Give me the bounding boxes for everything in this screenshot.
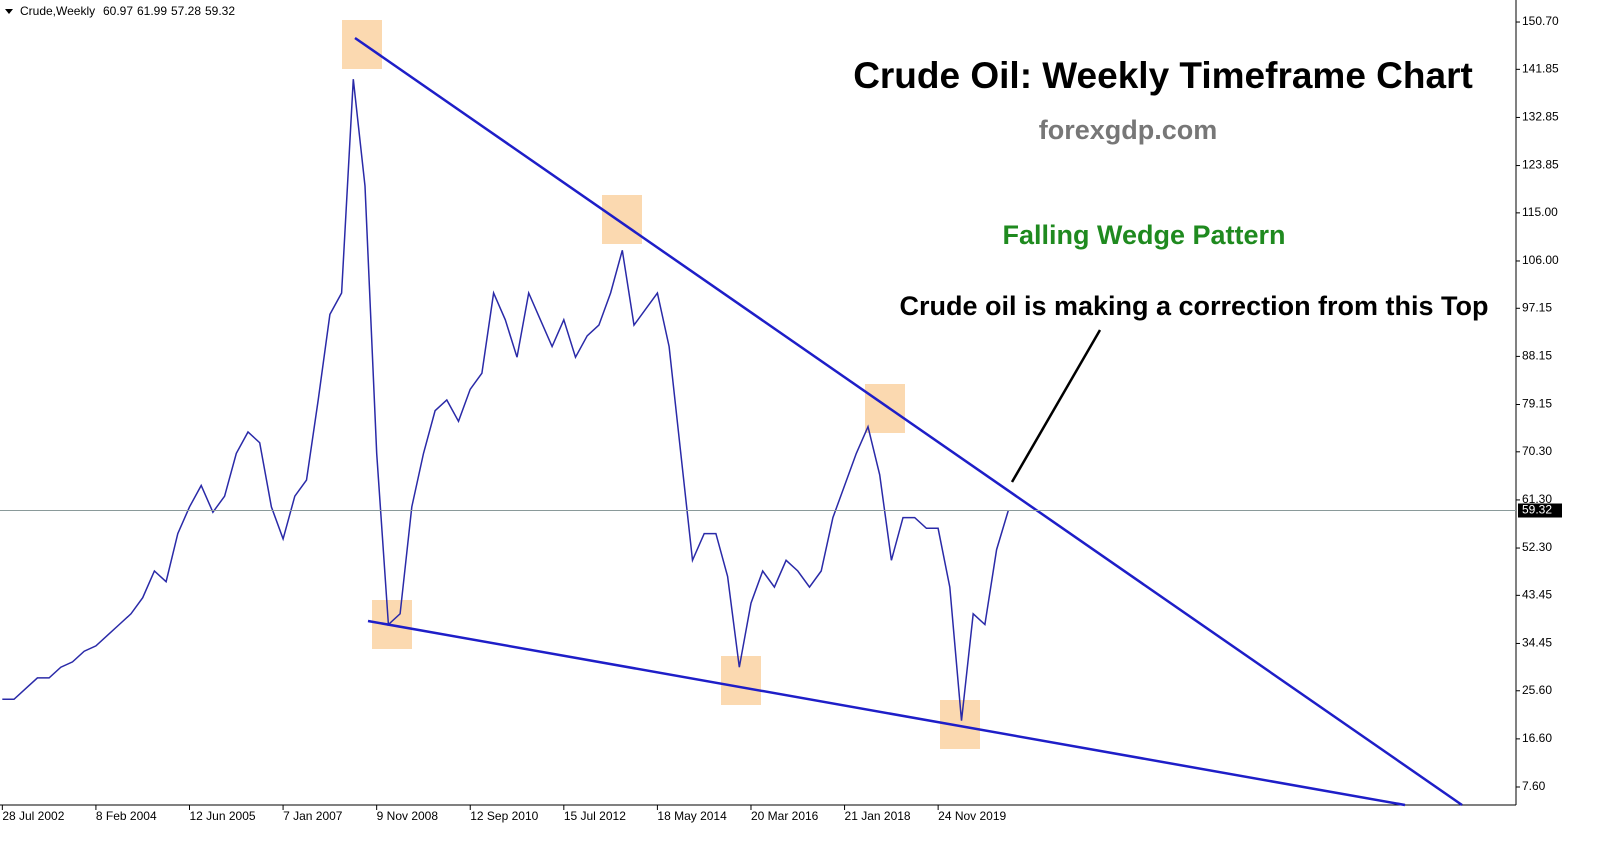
x-tick-label: 24 Nov 2019 [938,809,1006,823]
y-tick-label: 43.45 [1522,588,1552,602]
ohlc-value: 61.99 [137,4,167,18]
y-tick-label: 70.30 [1522,444,1552,458]
price-line [2,79,1010,721]
x-tick-label: 7 Jan 2007 [283,809,343,823]
x-tick-label: 15 Jul 2012 [564,809,626,823]
header-arrow [5,9,13,14]
annotation-arrow [1010,329,1102,483]
y-tick-label: 25.60 [1522,683,1552,697]
y-tick-label: 52.30 [1522,540,1552,554]
ohlc-values: 60.97 61.99 57.28 59.32 [103,4,235,18]
y-tick-label: 61.30 [1522,492,1552,506]
x-tick-label: 28 Jul 2002 [2,809,64,823]
x-tick-label: 18 May 2014 [657,809,727,823]
x-tick-label: 9 Nov 2008 [377,809,439,823]
lower-trendline [367,619,1406,807]
ohlc-value: 59.32 [205,4,235,18]
chart-subtitle: forexgdp.com [1039,115,1218,145]
chart-title: Crude Oil: Weekly Timeframe Chart [853,55,1473,96]
y-tick-label: 141.85 [1522,62,1559,76]
highlight-box [602,195,642,244]
y-tick-label: 7.60 [1522,779,1546,793]
highlight-box [721,656,761,705]
highlight-boxes [342,20,980,749]
y-tick-label: 97.15 [1522,300,1552,314]
y-tick-label: 79.15 [1522,397,1552,411]
x-tick-label: 12 Sep 2010 [470,809,538,823]
pattern-annotation: Falling Wedge Pattern [1002,220,1285,250]
correction-annotation: Crude oil is making a correction from th… [899,291,1488,321]
x-tick-label: 20 Mar 2016 [751,809,819,823]
ohlc-value: 57.28 [171,4,201,18]
y-tick-label: 132.85 [1522,110,1559,124]
y-tick-label: 150.70 [1522,14,1559,28]
x-tick-label: 21 Jan 2018 [845,809,911,823]
y-tick-label: 123.85 [1522,158,1559,172]
y-tick-label: 34.45 [1522,636,1552,650]
y-tick-label: 106.00 [1522,253,1559,267]
symbol-label: Crude,Weekly [20,4,95,18]
current-price-label: 59.32 [1522,503,1552,517]
x-tick-label: 8 Feb 2004 [96,809,157,823]
y-tick-label: 115.00 [1522,205,1558,219]
y-tick-label: 88.15 [1522,349,1552,363]
ohlc-value: 60.97 [103,4,133,18]
highlight-box [865,384,905,433]
upper-trendline [354,36,1463,807]
highlight-box [342,20,382,69]
current-price-box [1518,503,1562,518]
plot [2,79,1010,721]
x-tick-label: 12 Jun 2005 [190,809,256,823]
y-tick-label: 16.60 [1522,731,1552,745]
